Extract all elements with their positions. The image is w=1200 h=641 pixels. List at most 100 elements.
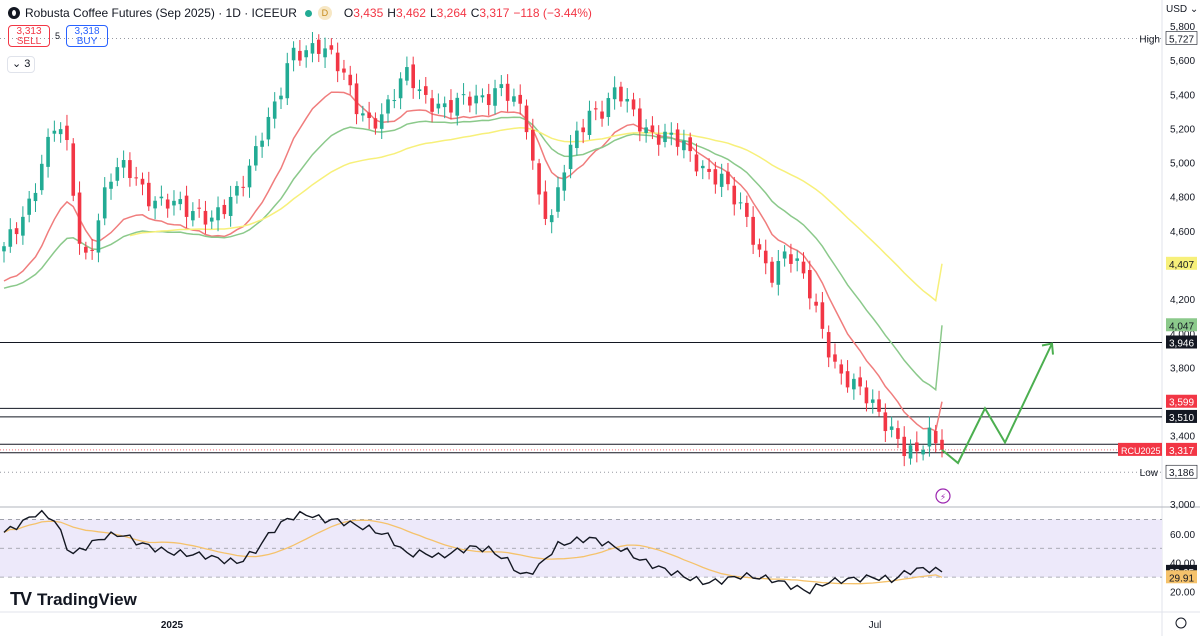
candle-body[interactable] (65, 125, 69, 141)
candle-body[interactable] (826, 332, 831, 358)
candle-body[interactable] (436, 103, 441, 109)
candle-body[interactable] (461, 94, 466, 96)
candle-body[interactable] (379, 114, 384, 129)
candle-body[interactable] (619, 86, 623, 102)
candle-body[interactable] (77, 192, 82, 244)
candle-body[interactable] (247, 165, 252, 188)
candle-body[interactable] (656, 134, 661, 145)
candle-body[interactable] (845, 371, 850, 388)
candle-body[interactable] (644, 127, 648, 133)
candle-body[interactable] (21, 216, 25, 236)
candle-body[interactable] (254, 146, 258, 166)
candle-body[interactable] (8, 229, 13, 247)
candle-body[interactable] (165, 199, 170, 209)
tradingview-logo[interactable]: TV TradingView (10, 589, 137, 610)
candle-body[interactable] (197, 207, 201, 209)
candle-body[interactable] (33, 192, 38, 202)
candle-body[interactable] (455, 97, 460, 116)
candle-body[interactable] (713, 169, 718, 185)
candle-body[interactable] (27, 198, 31, 215)
candle-body[interactable] (398, 78, 403, 99)
candle-body[interactable] (474, 95, 478, 104)
currency-selector[interactable]: USD ⌄ (1166, 4, 1199, 15)
candle-body[interactable] (833, 354, 837, 362)
candle-body[interactable] (58, 129, 63, 135)
candle-body[interactable] (675, 129, 680, 147)
candle-body[interactable] (90, 249, 94, 251)
candle-body[interactable] (751, 216, 755, 245)
candle-body[interactable] (852, 378, 856, 390)
candle-body[interactable] (719, 173, 724, 187)
candle-body[interactable] (556, 187, 560, 212)
candle-body[interactable] (96, 220, 101, 253)
candle-body[interactable] (612, 87, 617, 100)
candle-body[interactable] (568, 144, 573, 170)
candle-body[interactable] (883, 412, 888, 432)
candle-body[interactable] (430, 98, 434, 112)
candle-body[interactable] (203, 210, 208, 225)
indicators-toggle[interactable]: ⌄ 3 (7, 56, 36, 73)
candle-body[interactable] (449, 100, 453, 113)
symbol-tag-box[interactable] (1118, 442, 1162, 456)
candle-body[interactable] (770, 261, 774, 283)
candle-body[interactable] (864, 387, 869, 404)
candle-body[interactable] (908, 445, 913, 459)
candle-body[interactable] (814, 301, 818, 306)
candle-body[interactable] (361, 113, 365, 116)
candle-body[interactable] (486, 94, 491, 106)
candle-body[interactable] (606, 98, 611, 118)
candle-body[interactable] (820, 302, 825, 329)
candle-body[interactable] (392, 100, 397, 102)
candle-body[interactable] (348, 74, 353, 86)
candle-body[interactable] (468, 96, 472, 106)
candle-body[interactable] (921, 449, 925, 455)
candle-body[interactable] (84, 246, 88, 253)
candle-body[interactable] (531, 129, 535, 161)
candle-body[interactable] (71, 143, 76, 196)
candle-body[interactable] (140, 178, 145, 185)
candle-body[interactable] (354, 83, 359, 115)
event-marker-icon[interactable] (935, 488, 951, 504)
candle-body[interactable] (631, 99, 636, 110)
candle-body[interactable] (146, 182, 151, 207)
candle-body[interactable] (335, 52, 340, 72)
candle-body[interactable] (587, 110, 592, 135)
candle-body[interactable] (304, 50, 308, 58)
candle-body[interactable] (216, 207, 220, 221)
candle-body[interactable] (128, 160, 132, 179)
candle-body[interactable] (745, 202, 749, 217)
candle-body[interactable] (700, 165, 705, 169)
candle-body[interactable] (795, 258, 800, 261)
candle-body[interactable] (776, 260, 781, 285)
candle-body[interactable] (241, 186, 246, 188)
candle-body[interactable] (172, 200, 176, 206)
candle-body[interactable] (801, 261, 806, 274)
candle-body[interactable] (663, 131, 667, 143)
candle-body[interactable] (417, 89, 422, 92)
candle-body[interactable] (121, 160, 126, 168)
candle-body[interactable] (499, 84, 504, 89)
candle-body[interactable] (524, 105, 529, 133)
candle-body[interactable] (694, 154, 699, 172)
candle-body[interactable] (537, 163, 541, 195)
candle-body[interactable] (512, 96, 516, 102)
candle-body[interactable] (902, 436, 907, 457)
candle-body[interactable] (291, 47, 296, 61)
candle-body[interactable] (329, 45, 334, 50)
candle-body[interactable] (342, 68, 346, 73)
candle-body[interactable] (285, 63, 290, 99)
candle-body[interactable] (153, 200, 157, 209)
buy-button[interactable]: 3,318 BUY (66, 25, 108, 47)
candle-body[interactable] (757, 244, 762, 250)
candle-body[interactable] (549, 215, 554, 223)
candle-body[interactable] (316, 39, 321, 54)
candle-body[interactable] (480, 95, 485, 98)
candle-body[interactable] (442, 103, 447, 108)
candle-body[interactable] (39, 163, 44, 191)
candle-body[interactable] (373, 118, 378, 129)
candle-body[interactable] (593, 108, 598, 110)
candle-body[interactable] (543, 191, 548, 219)
candle-body[interactable] (782, 251, 787, 259)
candle-body[interactable] (310, 43, 315, 54)
